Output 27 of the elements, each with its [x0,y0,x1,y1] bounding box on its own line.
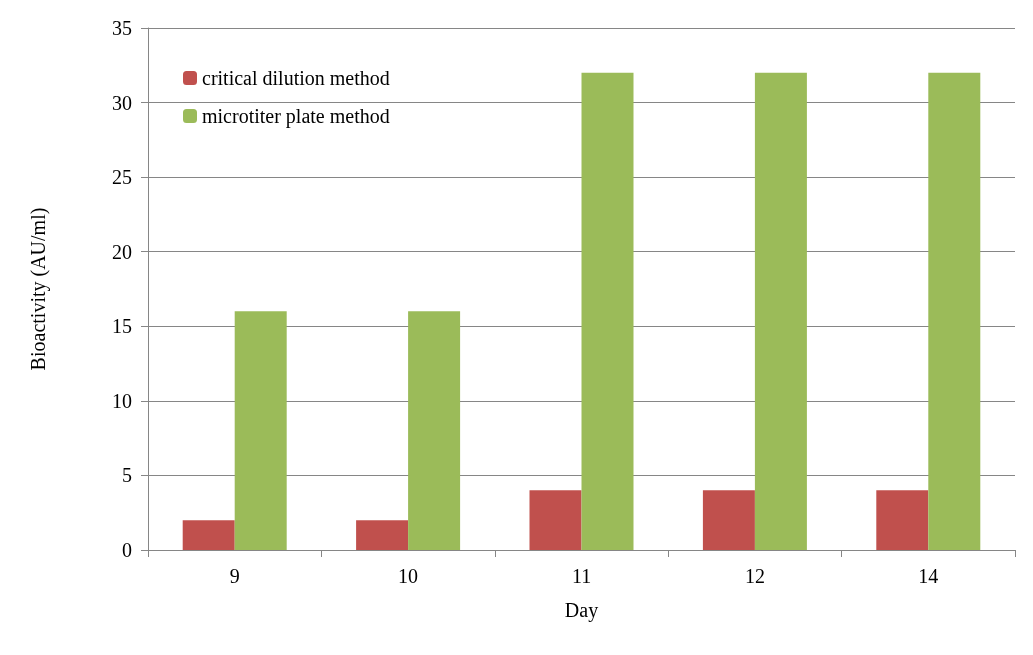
y-tick-label: 30 [112,91,132,114]
x-tick-label: 9 [229,565,240,587]
x-tick-label: 14 [918,565,939,587]
y-tick-label: 25 [112,166,132,189]
y-axis-title: Bioactivity (AU/ml) [27,207,50,371]
bar [876,490,929,550]
y-tick-label: 20 [112,240,132,263]
y-tick-label: 5 [122,464,132,487]
y-tick-label: 15 [112,315,132,338]
bar [928,72,981,550]
x-tick-label: 10 [398,565,419,587]
bar [182,520,235,550]
x-tick-label: 11 [571,565,592,587]
y-tick-label: 0 [122,539,132,561]
y-tick-label: 35 [112,17,132,39]
legend-label: microtiter plate method [202,105,390,128]
y-tick-label: 10 [112,389,132,412]
bar [356,520,409,550]
bar [702,490,755,550]
legend-label: critical dilution method [202,67,390,89]
bar [408,311,461,550]
bar [234,311,287,550]
bar [754,72,807,550]
x-axis-title: Day [564,599,599,622]
x-tick-label: 12 [744,565,765,587]
bar [529,490,582,550]
bar [581,72,634,550]
